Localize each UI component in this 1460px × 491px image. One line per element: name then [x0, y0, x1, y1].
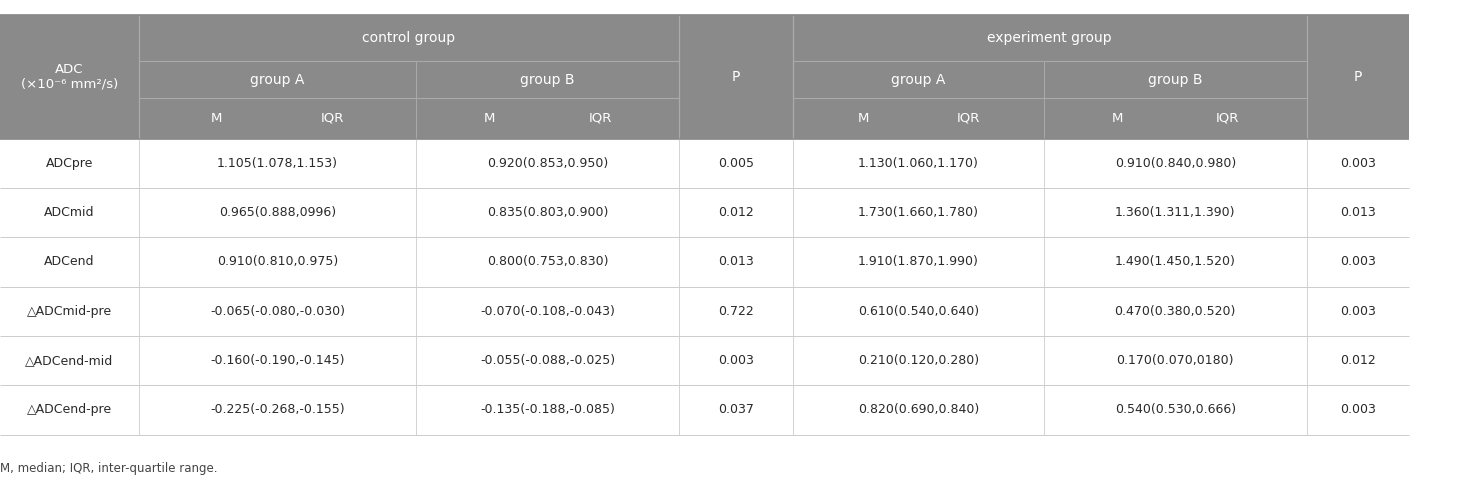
Text: 0.012: 0.012: [718, 206, 753, 219]
Text: P: P: [1353, 70, 1362, 83]
Text: M, median; IQR, inter-quartile range.: M, median; IQR, inter-quartile range.: [0, 462, 218, 474]
Text: 1.105(1.078,1.153): 1.105(1.078,1.153): [218, 157, 337, 170]
Text: IQR: IQR: [1216, 112, 1240, 125]
Text: -0.135(-0.188,-0.085): -0.135(-0.188,-0.085): [480, 404, 615, 416]
Text: -0.065(-0.080,-0.030): -0.065(-0.080,-0.030): [210, 305, 345, 318]
Text: 0.013: 0.013: [718, 255, 753, 269]
Text: M: M: [1113, 112, 1123, 125]
Text: ADC
(×10⁻⁶ mm²/s): ADC (×10⁻⁶ mm²/s): [20, 63, 118, 91]
Text: 0.835(0.803,0.900): 0.835(0.803,0.900): [486, 206, 609, 219]
Text: 0.003: 0.003: [718, 354, 753, 367]
Text: P: P: [731, 70, 740, 83]
Text: 1.910(1.870,1.990): 1.910(1.870,1.990): [858, 255, 978, 269]
Text: 1.490(1.450,1.520): 1.490(1.450,1.520): [1115, 255, 1235, 269]
Text: 0.910(0.810,0.975): 0.910(0.810,0.975): [216, 255, 339, 269]
Text: 0.910(0.840,0.980): 0.910(0.840,0.980): [1114, 157, 1237, 170]
Text: △ADCend-pre: △ADCend-pre: [26, 404, 112, 416]
Text: 0.012: 0.012: [1340, 354, 1375, 367]
Text: 1.730(1.660,1.780): 1.730(1.660,1.780): [858, 206, 978, 219]
Text: 0.003: 0.003: [1340, 157, 1375, 170]
Text: 0.005: 0.005: [718, 157, 753, 170]
Text: 0.210(0.120,0.280): 0.210(0.120,0.280): [858, 354, 978, 367]
Text: 0.920(0.853,0.950): 0.920(0.853,0.950): [486, 157, 609, 170]
Text: IQR: IQR: [588, 112, 612, 125]
Text: -0.070(-0.108,-0.043): -0.070(-0.108,-0.043): [480, 305, 615, 318]
Text: group B: group B: [520, 73, 575, 87]
Text: experiment group: experiment group: [987, 31, 1113, 45]
Text: -0.055(-0.088,-0.025): -0.055(-0.088,-0.025): [480, 354, 615, 367]
Text: ADCmid: ADCmid: [44, 206, 95, 219]
Text: 0.170(0.070,0180): 0.170(0.070,0180): [1117, 354, 1234, 367]
Text: group A: group A: [891, 73, 946, 87]
Text: 0.003: 0.003: [1340, 305, 1375, 318]
Bar: [0, 138, 1409, 435]
Text: 0.820(0.690,0.840): 0.820(0.690,0.840): [857, 404, 980, 416]
Text: ADCpre: ADCpre: [45, 157, 93, 170]
Text: 0.722: 0.722: [718, 305, 753, 318]
Text: △ADCend-mid: △ADCend-mid: [25, 354, 114, 367]
Text: group B: group B: [1148, 73, 1203, 87]
Text: ADCend: ADCend: [44, 255, 95, 269]
Text: 0.470(0.380,0.520): 0.470(0.380,0.520): [1114, 305, 1237, 318]
Text: -0.225(-0.268,-0.155): -0.225(-0.268,-0.155): [210, 404, 345, 416]
Text: IQR: IQR: [321, 112, 345, 125]
Text: -0.160(-0.190,-0.145): -0.160(-0.190,-0.145): [210, 354, 345, 367]
Bar: [0, 15, 1409, 138]
Text: IQR: IQR: [956, 112, 980, 125]
Text: 0.003: 0.003: [1340, 404, 1375, 416]
Text: M: M: [210, 112, 222, 125]
Text: control group: control group: [362, 31, 456, 45]
Text: 0.003: 0.003: [1340, 255, 1375, 269]
Text: M: M: [485, 112, 495, 125]
Text: M: M: [857, 112, 869, 125]
Text: 0.037: 0.037: [718, 404, 753, 416]
Text: △ADCmid-pre: △ADCmid-pre: [26, 305, 112, 318]
Text: 1.360(1.311,1.390): 1.360(1.311,1.390): [1115, 206, 1235, 219]
Text: 0.965(0.888,0996): 0.965(0.888,0996): [219, 206, 336, 219]
Text: group A: group A: [250, 73, 305, 87]
Text: 0.013: 0.013: [1340, 206, 1375, 219]
Text: 1.130(1.060,1.170): 1.130(1.060,1.170): [858, 157, 978, 170]
Text: 0.540(0.530,0.666): 0.540(0.530,0.666): [1115, 404, 1235, 416]
Text: 0.610(0.540,0.640): 0.610(0.540,0.640): [858, 305, 978, 318]
Text: 0.800(0.753,0.830): 0.800(0.753,0.830): [486, 255, 609, 269]
